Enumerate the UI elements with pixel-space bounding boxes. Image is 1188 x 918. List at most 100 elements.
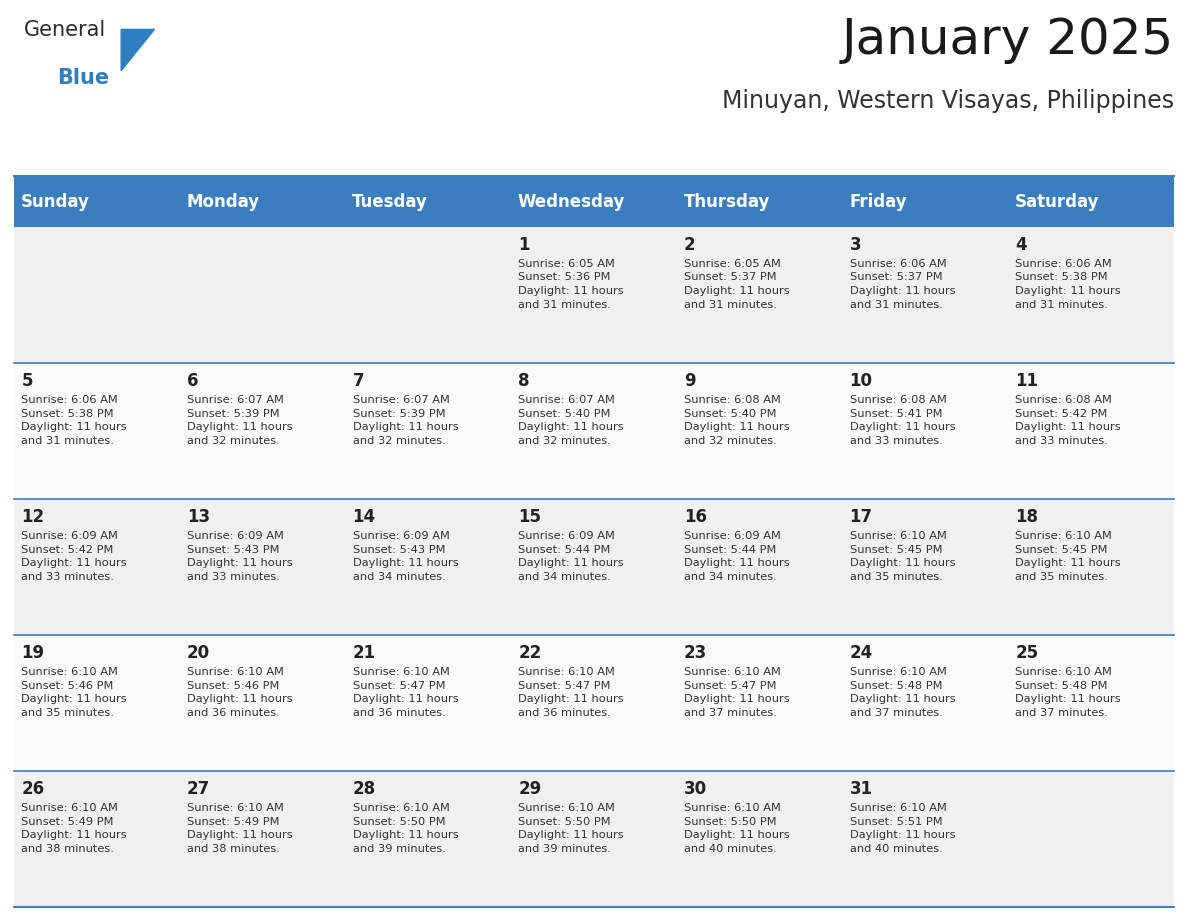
Text: Sunrise: 6:09 AM
Sunset: 5:43 PM
Daylight: 11 hours
and 34 minutes.: Sunrise: 6:09 AM Sunset: 5:43 PM Dayligh… xyxy=(353,531,459,582)
Bar xyxy=(346,771,511,907)
Bar xyxy=(511,227,677,363)
Text: 30: 30 xyxy=(684,780,707,798)
Bar xyxy=(1009,227,1174,363)
Bar xyxy=(179,498,346,635)
Bar xyxy=(511,635,677,771)
Bar xyxy=(179,176,346,227)
Bar xyxy=(511,498,677,635)
Text: Blue: Blue xyxy=(57,68,109,88)
Text: 21: 21 xyxy=(353,644,375,662)
Polygon shape xyxy=(121,29,154,71)
Bar xyxy=(14,635,179,771)
Text: Sunrise: 6:08 AM
Sunset: 5:40 PM
Daylight: 11 hours
and 32 minutes.: Sunrise: 6:08 AM Sunset: 5:40 PM Dayligh… xyxy=(684,395,790,446)
Text: 4: 4 xyxy=(1016,236,1026,254)
Bar xyxy=(346,635,511,771)
Bar xyxy=(842,771,1009,907)
Text: Sunrise: 6:08 AM
Sunset: 5:42 PM
Daylight: 11 hours
and 33 minutes.: Sunrise: 6:08 AM Sunset: 5:42 PM Dayligh… xyxy=(1016,395,1120,446)
Text: Sunrise: 6:10 AM
Sunset: 5:48 PM
Daylight: 11 hours
and 37 minutes.: Sunrise: 6:10 AM Sunset: 5:48 PM Dayligh… xyxy=(849,667,955,718)
Text: 31: 31 xyxy=(849,780,873,798)
Text: 23: 23 xyxy=(684,644,707,662)
Text: 29: 29 xyxy=(518,780,542,798)
Text: 28: 28 xyxy=(353,780,375,798)
Text: Wednesday: Wednesday xyxy=(518,193,625,210)
Text: Sunrise: 6:09 AM
Sunset: 5:44 PM
Daylight: 11 hours
and 34 minutes.: Sunrise: 6:09 AM Sunset: 5:44 PM Dayligh… xyxy=(518,531,624,582)
Text: Friday: Friday xyxy=(849,193,906,210)
Bar xyxy=(179,363,346,498)
Bar xyxy=(842,635,1009,771)
Text: Sunrise: 6:05 AM
Sunset: 5:36 PM
Daylight: 11 hours
and 31 minutes.: Sunrise: 6:05 AM Sunset: 5:36 PM Dayligh… xyxy=(518,259,624,309)
Text: 2: 2 xyxy=(684,236,695,254)
Text: Thursday: Thursday xyxy=(683,193,770,210)
Text: 20: 20 xyxy=(187,644,210,662)
Text: 3: 3 xyxy=(849,236,861,254)
Text: 19: 19 xyxy=(21,644,44,662)
Bar xyxy=(1009,363,1174,498)
Text: Sunrise: 6:10 AM
Sunset: 5:51 PM
Daylight: 11 hours
and 40 minutes.: Sunrise: 6:10 AM Sunset: 5:51 PM Dayligh… xyxy=(849,803,955,854)
Text: 10: 10 xyxy=(849,372,873,390)
Text: 9: 9 xyxy=(684,372,695,390)
Bar xyxy=(842,363,1009,498)
Bar xyxy=(511,771,677,907)
Text: January 2025: January 2025 xyxy=(841,16,1174,63)
Text: 6: 6 xyxy=(187,372,198,390)
Text: General: General xyxy=(24,20,106,40)
Bar xyxy=(1009,498,1174,635)
Text: 26: 26 xyxy=(21,780,44,798)
Bar xyxy=(346,176,511,227)
Text: Tuesday: Tuesday xyxy=(352,193,428,210)
Bar xyxy=(14,498,179,635)
Text: Sunrise: 6:10 AM
Sunset: 5:49 PM
Daylight: 11 hours
and 38 minutes.: Sunrise: 6:10 AM Sunset: 5:49 PM Dayligh… xyxy=(21,803,127,854)
Text: 1: 1 xyxy=(518,236,530,254)
Text: Sunrise: 6:10 AM
Sunset: 5:47 PM
Daylight: 11 hours
and 36 minutes.: Sunrise: 6:10 AM Sunset: 5:47 PM Dayligh… xyxy=(518,667,624,718)
Bar xyxy=(677,771,842,907)
Text: Sunrise: 6:08 AM
Sunset: 5:41 PM
Daylight: 11 hours
and 33 minutes.: Sunrise: 6:08 AM Sunset: 5:41 PM Dayligh… xyxy=(849,395,955,446)
Text: 17: 17 xyxy=(849,508,873,526)
Bar xyxy=(677,498,842,635)
Bar xyxy=(179,635,346,771)
Text: Monday: Monday xyxy=(187,193,260,210)
Text: Sunrise: 6:10 AM
Sunset: 5:47 PM
Daylight: 11 hours
and 37 minutes.: Sunrise: 6:10 AM Sunset: 5:47 PM Dayligh… xyxy=(684,667,790,718)
Text: 18: 18 xyxy=(1016,508,1038,526)
Text: Saturday: Saturday xyxy=(1015,193,1099,210)
Text: Sunrise: 6:10 AM
Sunset: 5:50 PM
Daylight: 11 hours
and 39 minutes.: Sunrise: 6:10 AM Sunset: 5:50 PM Dayligh… xyxy=(518,803,624,854)
Text: 11: 11 xyxy=(1016,372,1038,390)
Text: 7: 7 xyxy=(353,372,365,390)
Text: Sunrise: 6:10 AM
Sunset: 5:45 PM
Daylight: 11 hours
and 35 minutes.: Sunrise: 6:10 AM Sunset: 5:45 PM Dayligh… xyxy=(1016,531,1120,582)
Bar xyxy=(511,176,677,227)
Text: Sunrise: 6:06 AM
Sunset: 5:38 PM
Daylight: 11 hours
and 31 minutes.: Sunrise: 6:06 AM Sunset: 5:38 PM Dayligh… xyxy=(21,395,127,446)
Bar xyxy=(677,363,842,498)
Text: 13: 13 xyxy=(187,508,210,526)
Text: Sunrise: 6:10 AM
Sunset: 5:50 PM
Daylight: 11 hours
and 39 minutes.: Sunrise: 6:10 AM Sunset: 5:50 PM Dayligh… xyxy=(353,803,459,854)
Bar xyxy=(842,498,1009,635)
Bar xyxy=(842,227,1009,363)
Text: Sunrise: 6:10 AM
Sunset: 5:46 PM
Daylight: 11 hours
and 36 minutes.: Sunrise: 6:10 AM Sunset: 5:46 PM Dayligh… xyxy=(187,667,292,718)
Text: 27: 27 xyxy=(187,780,210,798)
Text: 5: 5 xyxy=(21,372,33,390)
Text: Sunrise: 6:10 AM
Sunset: 5:50 PM
Daylight: 11 hours
and 40 minutes.: Sunrise: 6:10 AM Sunset: 5:50 PM Dayligh… xyxy=(684,803,790,854)
Bar xyxy=(677,176,842,227)
Bar xyxy=(1009,176,1174,227)
Text: Sunrise: 6:10 AM
Sunset: 5:48 PM
Daylight: 11 hours
and 37 minutes.: Sunrise: 6:10 AM Sunset: 5:48 PM Dayligh… xyxy=(1016,667,1120,718)
Bar xyxy=(346,498,511,635)
Text: Sunrise: 6:10 AM
Sunset: 5:47 PM
Daylight: 11 hours
and 36 minutes.: Sunrise: 6:10 AM Sunset: 5:47 PM Dayligh… xyxy=(353,667,459,718)
Text: 12: 12 xyxy=(21,508,44,526)
Bar xyxy=(1009,771,1174,907)
Bar xyxy=(1009,635,1174,771)
Bar xyxy=(14,227,179,363)
Text: Sunrise: 6:07 AM
Sunset: 5:39 PM
Daylight: 11 hours
and 32 minutes.: Sunrise: 6:07 AM Sunset: 5:39 PM Dayligh… xyxy=(353,395,459,446)
Text: 14: 14 xyxy=(353,508,375,526)
Bar xyxy=(14,771,179,907)
Text: 24: 24 xyxy=(849,644,873,662)
Text: 8: 8 xyxy=(518,372,530,390)
Text: 16: 16 xyxy=(684,508,707,526)
Text: 25: 25 xyxy=(1016,644,1038,662)
Bar xyxy=(179,771,346,907)
Text: Sunrise: 6:06 AM
Sunset: 5:37 PM
Daylight: 11 hours
and 31 minutes.: Sunrise: 6:06 AM Sunset: 5:37 PM Dayligh… xyxy=(849,259,955,309)
Bar xyxy=(179,227,346,363)
Text: Sunrise: 6:10 AM
Sunset: 5:49 PM
Daylight: 11 hours
and 38 minutes.: Sunrise: 6:10 AM Sunset: 5:49 PM Dayligh… xyxy=(187,803,292,854)
Text: Sunrise: 6:07 AM
Sunset: 5:40 PM
Daylight: 11 hours
and 32 minutes.: Sunrise: 6:07 AM Sunset: 5:40 PM Dayligh… xyxy=(518,395,624,446)
Text: Sunrise: 6:09 AM
Sunset: 5:42 PM
Daylight: 11 hours
and 33 minutes.: Sunrise: 6:09 AM Sunset: 5:42 PM Dayligh… xyxy=(21,531,127,582)
Text: Sunrise: 6:05 AM
Sunset: 5:37 PM
Daylight: 11 hours
and 31 minutes.: Sunrise: 6:05 AM Sunset: 5:37 PM Dayligh… xyxy=(684,259,790,309)
Bar xyxy=(14,363,179,498)
Bar xyxy=(677,227,842,363)
